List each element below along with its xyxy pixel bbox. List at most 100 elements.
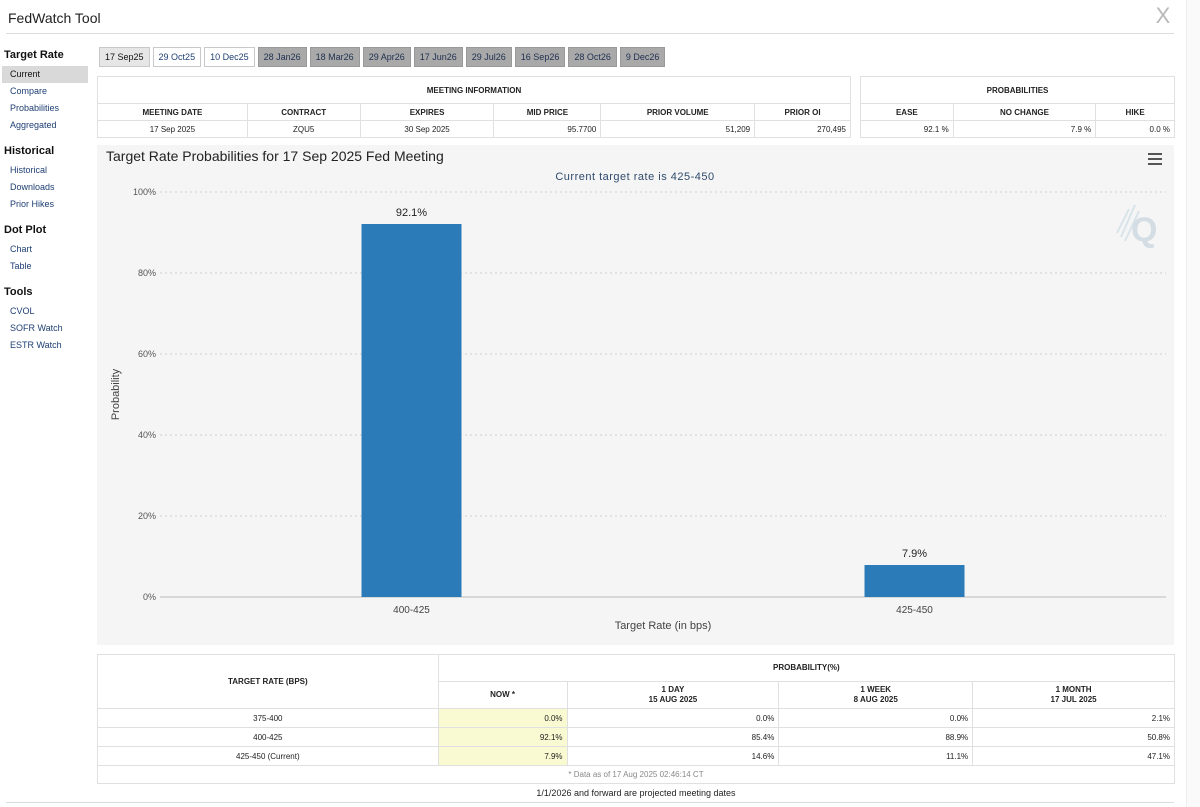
tab-29-jul26[interactable]: 29 Jul26 <box>465 47 512 67</box>
tab-10-dec25[interactable]: 10 Dec25 <box>204 47 255 67</box>
probabilities-table: PROBABILITIES EASE NO CHANGE HIKE 92.1 %… <box>860 76 1175 138</box>
tab-29-apr26[interactable]: 29 Apr26 <box>362 47 411 67</box>
target-rate-probability-table: TARGET RATE (BPS) PROBABILITY(%) NOW * 1… <box>97 654 1176 784</box>
col-1-month-date: 17 JUL 2025 <box>1050 695 1097 704</box>
sidebar-item-sofr-watch[interactable]: SOFR Watch <box>10 323 63 333</box>
prior-oi-value: 270,495 <box>754 120 851 138</box>
col-1-week: 1 WEEK 8 AUG 2025 <box>778 681 974 709</box>
close-icon[interactable]: X <box>1155 3 1171 28</box>
sidebar-item-aggregated[interactable]: Aggregated <box>10 120 57 130</box>
no-change-value: 7.9 % <box>952 120 1097 138</box>
tab-28-oct26[interactable]: 28 Oct26 <box>568 47 617 67</box>
col-1-week-date: 8 AUG 2025 <box>853 695 898 704</box>
sidebar-item-compare[interactable]: Compare <box>10 86 48 96</box>
bar <box>864 565 965 597</box>
row-1-month: 50.8% <box>972 727 1175 747</box>
col-now: NOW * <box>437 681 568 709</box>
col-1-day: 1 DAY 15 AUG 2025 <box>566 681 780 709</box>
table-row: 375-400 0.0% 0.0% 0.0% 2.1% <box>97 708 1175 728</box>
ease-value: 92.1 % <box>860 120 954 138</box>
prior-volume-value: 51,209 <box>600 120 756 138</box>
x-axis-title: Target Rate (in bps) <box>615 620 712 632</box>
row-1-week: 88.9% <box>778 727 974 747</box>
sidebar-item-cvol[interactable]: CVOL <box>10 306 35 316</box>
y-axis-title: Probability <box>110 368 122 420</box>
sidebar-item-table[interactable]: Table <box>10 261 32 271</box>
sidebar-section-dot-plot: Dot Plot <box>4 224 47 236</box>
probability-header: PROBABILITY(%) <box>437 654 1176 682</box>
tab-16-sep26[interactable]: 16 Sep26 <box>514 47 566 67</box>
hike-value: 0.0 % <box>1095 120 1175 138</box>
sidebar-item-probabilities[interactable]: Probabilities <box>10 103 60 113</box>
tab-28-jan26[interactable]: 28 Jan26 <box>257 47 307 67</box>
row-now: 0.0% <box>437 708 568 728</box>
chart-title: Target Rate Probabilities for 17 Sep 202… <box>106 148 444 164</box>
sidebar-item-estr-watch[interactable]: ESTR Watch <box>10 340 62 350</box>
tab-9-dec26[interactable]: 9 Dec26 <box>619 47 666 67</box>
svg-text:Q: Q <box>1131 211 1157 249</box>
y-tick-label: 20% <box>138 511 156 521</box>
bottom-divider <box>6 802 1174 803</box>
sidebar-item-downloads[interactable]: Downloads <box>10 182 55 192</box>
table-row: 425-450 (Current) 7.9% 14.6% 11.1% 47.1% <box>97 746 1175 766</box>
sidebar-item-historical[interactable]: Historical <box>10 165 48 175</box>
col-no-change: NO CHANGE <box>952 103 1097 121</box>
tab-17-sep25[interactable]: 17 Sep25 <box>99 47 150 67</box>
row-now: 92.1% <box>437 727 568 747</box>
y-tick-label: 80% <box>138 268 156 278</box>
table-row: 400-425 92.1% 85.4% 88.9% 50.8% <box>97 727 1175 747</box>
col-1-day-label: 1 DAY <box>661 685 685 694</box>
col-1-week-label: 1 WEEK <box>860 685 892 694</box>
title-divider <box>6 33 1174 34</box>
y-tick-label: 40% <box>138 430 156 440</box>
probability-bar-chart: Current target rate is 425-450 0% 20% 40% 60… <box>110 171 1166 632</box>
cme-q-logo-icon: Q <box>1116 204 1157 249</box>
row-1-month: 47.1% <box>972 746 1175 766</box>
col-prior-oi: PRIOR OI <box>754 103 851 121</box>
col-1-month: 1 MONTH 17 JUL 2025 <box>972 681 1175 709</box>
bar <box>361 223 462 597</box>
y-tick-label: 60% <box>138 349 156 359</box>
chart-subtitle: Current target rate is 425-450 <box>555 171 714 183</box>
sidebar-item-prior-hikes[interactable]: Prior Hikes <box>10 199 55 209</box>
tab-29-oct25[interactable]: 29 Oct25 <box>152 47 202 67</box>
chart-panel: Current target rate is 425-450 0% 20% 40% 60… <box>97 145 1174 645</box>
sidebar: Target Rate Current Compare Probabilities Ag… <box>0 48 92 354</box>
meeting-date-value: 17 Sep 2025 <box>97 120 248 138</box>
probabilities-heading: PROBABILITIES <box>860 76 1175 104</box>
row-1-day: 85.4% <box>566 727 780 747</box>
sidebar-item-chart[interactable]: Chart <box>10 244 33 254</box>
window-title: FedWatch Tool <box>8 10 101 26</box>
sidebar-section-tools: Tools <box>4 286 33 298</box>
hamburger-menu-icon[interactable] <box>1148 153 1162 165</box>
col-1-day-date: 15 AUG 2025 <box>648 695 698 704</box>
projected-dates-note: 1/1/2026 and forward are projected meeti… <box>536 788 736 798</box>
row-1-week: 11.1% <box>778 746 974 766</box>
row-1-month: 2.1% <box>972 708 1175 728</box>
col-meeting-date: MEETING DATE <box>97 103 248 121</box>
scrollbar[interactable] <box>1186 0 1200 807</box>
sidebar-item-current[interactable]: Current <box>2 66 88 83</box>
row-1-week: 0.0% <box>778 708 974 728</box>
col-ease: EASE <box>860 103 954 121</box>
col-expires: EXPIRES <box>359 103 495 121</box>
tab-18-mar26[interactable]: 18 Mar26 <box>309 47 360 67</box>
row-rate: 425-450 (Current) <box>97 746 439 766</box>
data-as-of-footnote: * Data as of 17 Aug 2025 02:46:14 CT <box>97 765 1175 784</box>
row-rate: 400-425 <box>97 727 439 747</box>
expires-value: 30 Sep 2025 <box>359 120 495 138</box>
x-tick-label: 400-425 <box>393 605 430 616</box>
sidebar-section-historical: Historical <box>4 145 55 157</box>
col-contract: CONTRACT <box>246 103 361 121</box>
mid-price-value: 95.7700 <box>493 120 602 138</box>
meeting-information-table: MEETING INFORMATION MEETING DATE CONTRAC… <box>97 76 851 138</box>
x-tick-label: 425-450 <box>896 605 933 616</box>
meeting-information-heading: MEETING INFORMATION <box>97 76 851 104</box>
tab-17-jun26[interactable]: 17 Jun26 <box>413 47 463 67</box>
col-now-label: NOW * <box>490 690 516 699</box>
contract-value: ZQU5 <box>246 120 361 138</box>
row-1-day: 14.6% <box>566 746 780 766</box>
row-now: 7.9% <box>437 746 568 766</box>
col-prior-volume: PRIOR VOLUME <box>600 103 756 121</box>
bar-data-label: 7.9% <box>902 548 927 560</box>
